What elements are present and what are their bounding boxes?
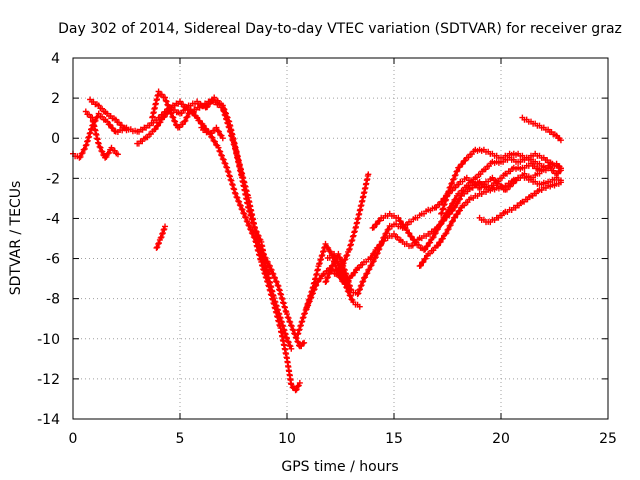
series-markers: [369, 150, 564, 253]
series-markers: [476, 179, 564, 226]
series-sat-b: [82, 108, 121, 161]
series-sat-c: [87, 96, 130, 134]
x-tick-label: 10: [278, 431, 296, 447]
series-markers: [82, 108, 121, 161]
series-markers: [149, 88, 226, 142]
ticks-layer: 0 5 10 15 20 25 -14 -12 -10 -8 -6 -4 -2 0 2 4: [37, 51, 617, 447]
series-markers: [416, 172, 564, 269]
series-markers: [198, 124, 308, 350]
series-sat-a: [70, 96, 295, 352]
y-tick-label: 0: [51, 131, 60, 147]
y-tick-label: -6: [46, 252, 60, 268]
y-tick-label: 2: [51, 91, 60, 107]
series-markers: [70, 96, 295, 352]
y-tick-label: 4: [51, 51, 60, 67]
y-axis-label: SDTVAR / TECUs: [8, 181, 24, 296]
series-sat-e: [149, 88, 226, 142]
series-sat-h: [251, 234, 303, 394]
x-tick-label: 15: [385, 431, 403, 447]
series-sat-q: [519, 114, 564, 144]
y-tick-label: -2: [46, 171, 60, 187]
x-tick-label: 20: [492, 431, 510, 447]
y-tick-label: -8: [46, 292, 60, 308]
series-sat-g: [153, 223, 169, 251]
y-tick-label: -4: [46, 211, 60, 227]
series-sat-f: [198, 124, 308, 350]
series-sat-l: [324, 250, 363, 310]
series-sat-m: [369, 150, 564, 253]
x-tick-label: 0: [69, 431, 78, 447]
series-sat-p: [476, 179, 564, 226]
y-tick-label: -12: [37, 372, 60, 388]
series-sat-k: [322, 164, 564, 298]
series-markers: [322, 164, 564, 298]
series-markers: [87, 96, 130, 134]
series-markers: [519, 114, 564, 144]
plot-frame: [72, 57, 609, 420]
x-axis-label: GPS time / hours: [281, 459, 398, 475]
series-markers: [153, 223, 169, 251]
points-layer: [70, 88, 564, 394]
series-sat-o: [438, 146, 547, 217]
y-tick-label: -10: [37, 332, 60, 348]
series-markers: [324, 250, 363, 310]
series-markers: [438, 146, 547, 217]
chart-title: Day 302 of 2014, Sidereal Day-to-day VTE…: [58, 21, 622, 37]
series-markers: [251, 234, 303, 394]
x-tick-label: 25: [599, 431, 617, 447]
y-tick-label: -14: [37, 412, 60, 428]
series-sat-n: [416, 172, 564, 269]
x-tick-label: 5: [176, 431, 185, 447]
